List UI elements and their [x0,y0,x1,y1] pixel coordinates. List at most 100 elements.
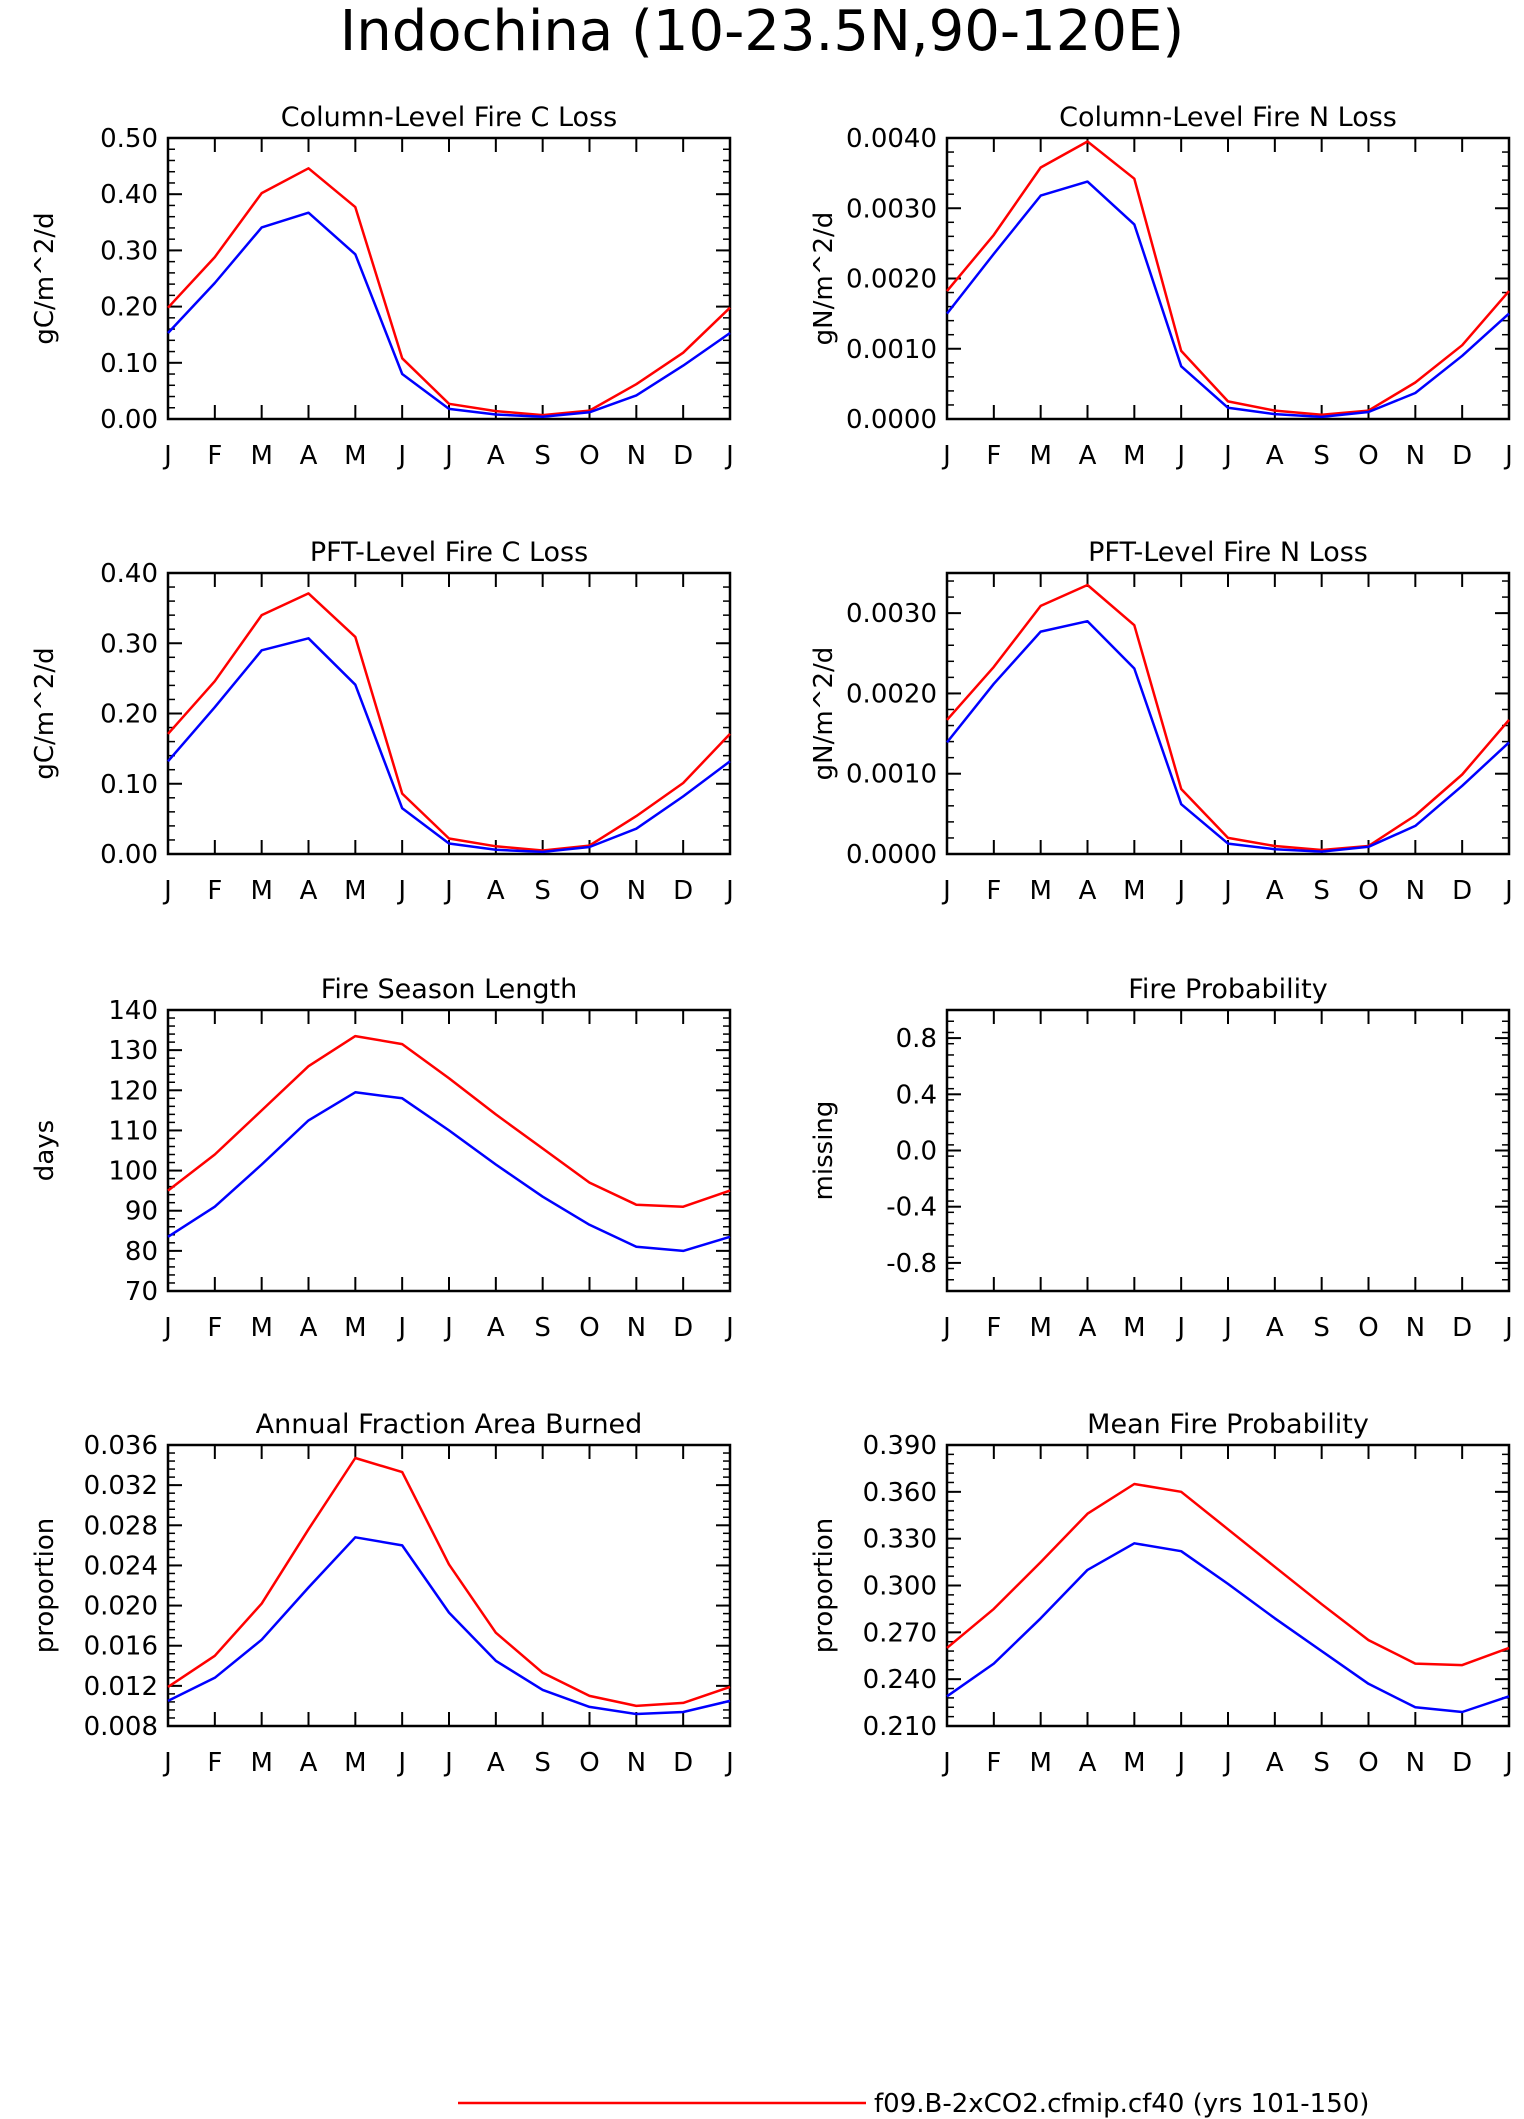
x-tick-label: J [724,876,734,906]
x-tick-label: F [986,876,1001,906]
x-tick-label: J [724,441,734,471]
y-tick-label: 90 [125,1197,158,1227]
panel-7: Annual Fraction Area Burned proportion 0.0… [30,1409,734,1778]
y-tick-label: 0.0010 [846,335,937,365]
x-tick-label: J [1503,1313,1513,1343]
legend-label-series-a: f09.B-2xCO2.cfmip.cf40 (yrs 101-150) [874,2089,1369,2119]
x-tick-label: A [1079,441,1097,471]
x-tick-label: D [1452,876,1472,906]
x-tick-label: A [1079,1313,1097,1343]
x-tick-label: M [344,1313,366,1343]
x-tick-label: J [1175,441,1185,471]
y-tick-label: 0.300 [863,1572,937,1602]
x-tick-label: A [1266,1748,1284,1778]
x-tick-label: A [300,1748,318,1778]
x-tick-label: J [396,876,406,906]
x-tick-label: J [1503,876,1513,906]
x-tick-label: J [162,1313,172,1343]
panel-title: Mean Fire Probability [1087,1409,1369,1440]
x-tick-label: F [207,1748,222,1778]
y-tick-label: 120 [108,1076,158,1106]
x-tick-label: J [941,441,951,471]
x-tick-label: M [1029,441,1051,471]
x-tick-label: N [627,1313,646,1343]
panel-title: Column-Level Fire C Loss [281,102,617,133]
y-tick-label: 0.00 [100,405,158,435]
x-tick-label: D [1452,1748,1472,1778]
x-tick-label: F [207,1313,222,1343]
x-tick-label: A [487,1313,505,1343]
x-tick-label: O [1358,1748,1378,1778]
y-tick-label: 0.016 [84,1632,158,1662]
x-tick-label: A [300,876,318,906]
y-tick-label: 0.028 [84,1511,158,1541]
series-line-blue [946,619,1510,853]
y-axis-label: gC/m^2/d [30,212,60,344]
panel-8: Mean Fire Probability proportion 0.210 0.24… [809,1409,1513,1778]
series-line-blue [167,211,731,419]
x-tick-label: O [579,441,599,471]
x-tick-label: M [1123,876,1145,906]
x-tick-label: A [300,1313,318,1343]
x-tick-label: M [344,1748,366,1778]
y-tick-label: 0.30 [100,629,158,659]
series-line-red [167,1456,731,1708]
x-tick-label: A [1266,876,1284,906]
y-tick-label: 0.40 [100,559,158,589]
x-tick-label: F [986,441,1001,471]
series-line-red [946,140,1510,417]
x-tick-label: J [1222,876,1232,906]
plot-frame [166,571,732,856]
x-tick-label: M [344,441,366,471]
x-tick-label: D [673,441,693,471]
x-tick-label: N [627,1748,646,1778]
x-tick-label: M [250,1313,272,1343]
y-tick-label: 0.10 [100,349,158,379]
x-tick-label: A [300,441,318,471]
panel-title: PFT-Level Fire N Loss [1088,537,1368,568]
y-tick-label: 0.30 [100,236,158,266]
y-axis-label: proportion [809,1518,839,1653]
y-tick-label: 0.0040 [846,124,937,154]
x-tick-label: A [487,876,505,906]
x-tick-label: J [443,441,453,471]
x-tick-label: A [487,441,505,471]
x-tick-label: A [487,1748,505,1778]
y-tick-label: 0.330 [863,1525,937,1555]
x-tick-label: M [1029,1313,1051,1343]
y-tick-label: 0.0020 [846,679,937,709]
panel-5: Fire Season Length days 70 80 90 100 110 120 130… [30,974,734,1343]
x-tick-label: J [443,1748,453,1778]
x-tick-label: M [1123,1313,1145,1343]
y-axis-label: gC/m^2/d [30,647,60,779]
x-tick-label: D [673,876,693,906]
x-tick-label: J [724,1313,734,1343]
x-tick-label: D [673,1313,693,1343]
panel-2: Column-Level Fire N Loss gN/m^2/d 0.0000 0.… [809,102,1513,471]
x-tick-label: A [1266,441,1284,471]
x-tick-label: M [250,876,272,906]
y-tick-label: 0.0010 [846,760,937,790]
y-axis-label: gN/m^2/d [809,647,839,781]
y-tick-label: 0.8 [896,1024,937,1054]
y-tick-label: 0.240 [863,1665,937,1695]
y-tick-label: 0.00 [100,840,158,870]
x-tick-label: J [1503,1748,1513,1778]
panel-1: Column-Level Fire C Loss gC/m^2/d 0.00 0.10… [30,102,734,471]
x-tick-label: F [207,441,222,471]
y-tick-label: 0.0000 [846,405,937,435]
series-line-blue [167,1536,731,1716]
x-tick-label: J [396,441,406,471]
x-tick-label: J [396,1313,406,1343]
y-tick-label: 0.0 [896,1137,937,1167]
y-tick-label: 140 [108,996,158,1026]
x-tick-label: S [534,441,551,471]
panel-title: Fire Season Length [321,974,577,1005]
y-axis-label: gN/m^2/d [809,212,839,346]
x-tick-label: N [1406,1313,1425,1343]
series-line-red [167,1034,731,1208]
x-tick-label: O [579,1313,599,1343]
x-tick-label: N [627,876,646,906]
y-tick-label: 0.024 [84,1551,158,1581]
